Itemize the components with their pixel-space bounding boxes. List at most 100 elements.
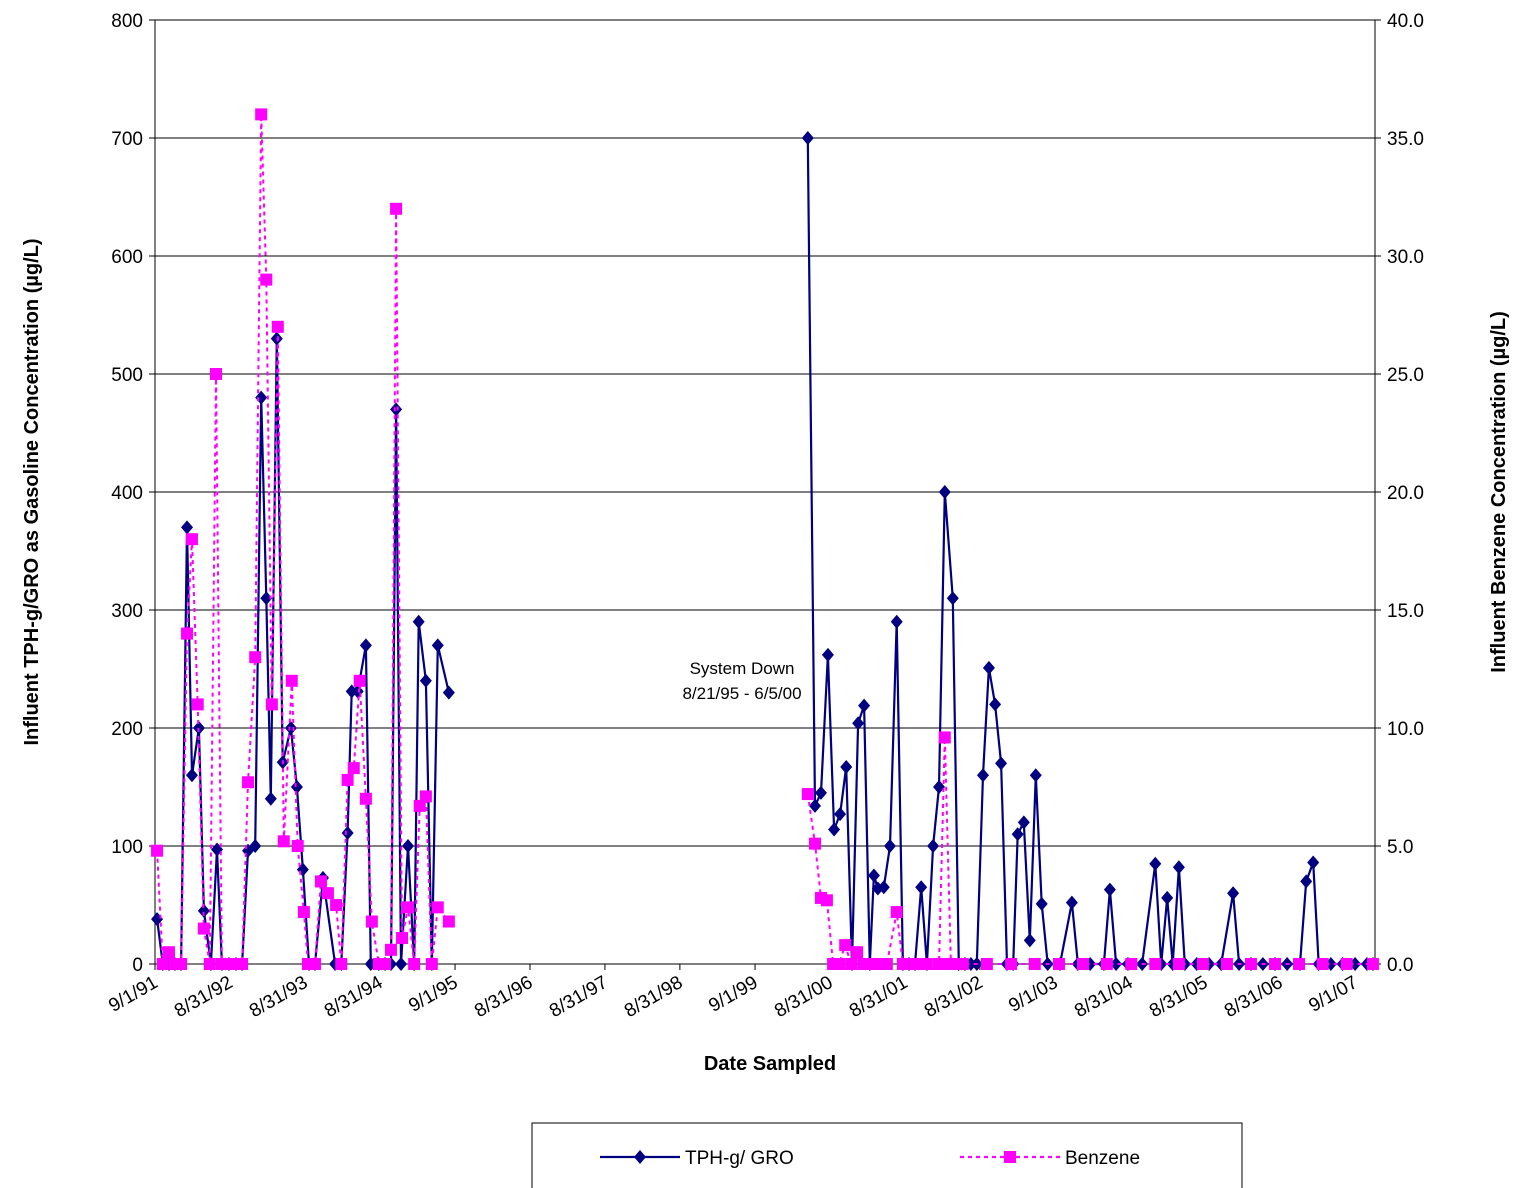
- marker: [1011, 827, 1024, 842]
- marker: [877, 880, 890, 895]
- marker: [249, 651, 262, 664]
- marker: [425, 958, 438, 970]
- y2-tick-label: 40.0: [1387, 11, 1424, 32]
- x-tick-label: 8/31/01: [846, 972, 911, 1022]
- marker: [890, 614, 903, 629]
- marker: [1300, 874, 1313, 889]
- marker: [1029, 768, 1042, 783]
- marker: [1172, 860, 1185, 875]
- marker: [260, 591, 273, 606]
- y2-axis-title: Influent Benzene Concentration (µg/L): [1488, 311, 1510, 673]
- x-tick-label: 9/1/95: [405, 972, 461, 1017]
- marker: [412, 614, 425, 629]
- marker: [890, 906, 903, 919]
- marker: [1220, 958, 1233, 970]
- marker: [203, 958, 216, 970]
- marker: [933, 958, 946, 970]
- marker: [277, 835, 290, 848]
- marker: [845, 958, 858, 970]
- marker: [271, 320, 284, 333]
- y2-tick-label: 0.0: [1387, 955, 1413, 976]
- marker: [839, 939, 852, 952]
- x-tick-label: 8/31/06: [1221, 972, 1286, 1022]
- marker: [883, 839, 896, 853]
- y2-tick-label: 35.0: [1387, 129, 1424, 150]
- marker: [1005, 958, 1018, 970]
- marker: [314, 875, 327, 888]
- marker: [1244, 958, 1257, 970]
- marker: [249, 839, 262, 853]
- marker: [1017, 815, 1030, 830]
- marker: [1366, 958, 1379, 970]
- y-tick-label: 700: [111, 129, 143, 150]
- marker: [209, 368, 222, 380]
- y-tick-label: 800: [111, 11, 143, 32]
- marker: [181, 520, 194, 535]
- marker: [1307, 855, 1320, 870]
- series-line: [156, 114, 1373, 968]
- marker: [1316, 958, 1329, 970]
- marker: [335, 958, 348, 970]
- marker: [175, 958, 188, 970]
- y2-tick-label: 30.0: [1387, 247, 1424, 268]
- marker: [944, 958, 957, 970]
- y2-tick-label: 20.0: [1387, 483, 1424, 504]
- marker: [255, 108, 268, 121]
- marker: [938, 485, 951, 499]
- x-tick-label: 8/31/00: [771, 972, 836, 1022]
- marker: [191, 698, 204, 711]
- marker: [308, 958, 321, 970]
- marker: [1076, 958, 1089, 970]
- marker: [828, 822, 841, 837]
- y-tick-label: 600: [111, 247, 143, 268]
- marker: [1293, 958, 1306, 970]
- marker: [909, 958, 922, 970]
- marker: [840, 759, 853, 774]
- annotation: 8/21/95 - 6/5/00: [682, 684, 801, 703]
- marker: [982, 660, 995, 675]
- marker: [156, 958, 169, 970]
- marker: [956, 958, 969, 970]
- marker: [809, 837, 822, 850]
- marker: [868, 958, 881, 970]
- y-tick-label: 200: [111, 719, 143, 740]
- marker: [321, 887, 334, 900]
- marker: [851, 946, 864, 959]
- marker: [431, 638, 444, 653]
- y-axis-title: Influent TPH-g/GRO as Gasoline Concentra…: [21, 238, 43, 745]
- x-tick-label: 8/31/04: [1071, 972, 1137, 1022]
- marker: [976, 768, 989, 783]
- marker: [359, 792, 372, 805]
- x-axis-title: Date Sampled: [704, 1053, 836, 1075]
- y-tick-label: 100: [111, 837, 143, 858]
- marker: [341, 773, 354, 786]
- marker: [1172, 958, 1185, 970]
- y-tick-label: 300: [111, 601, 143, 622]
- marker: [867, 868, 880, 883]
- marker: [347, 762, 360, 775]
- marker: [378, 958, 391, 970]
- marker: [1100, 958, 1113, 970]
- legend-marker: [634, 1150, 646, 1164]
- marker: [353, 674, 366, 687]
- marker: [285, 674, 298, 687]
- marker: [330, 899, 343, 911]
- marker: [297, 906, 310, 919]
- marker: [365, 915, 378, 928]
- y-tick-label: 400: [111, 483, 143, 504]
- x-tick-label: 8/31/02: [921, 972, 986, 1022]
- marker: [396, 932, 409, 945]
- marker: [359, 638, 372, 653]
- marker: [801, 131, 814, 145]
- marker: [821, 647, 834, 662]
- marker: [915, 880, 928, 895]
- marker: [291, 840, 304, 852]
- marker: [852, 716, 865, 731]
- marker: [413, 799, 426, 812]
- marker: [395, 957, 408, 971]
- x-tick-label: 9/1/99: [705, 972, 761, 1017]
- marker: [265, 698, 278, 711]
- marker: [814, 785, 827, 800]
- marker: [162, 946, 175, 959]
